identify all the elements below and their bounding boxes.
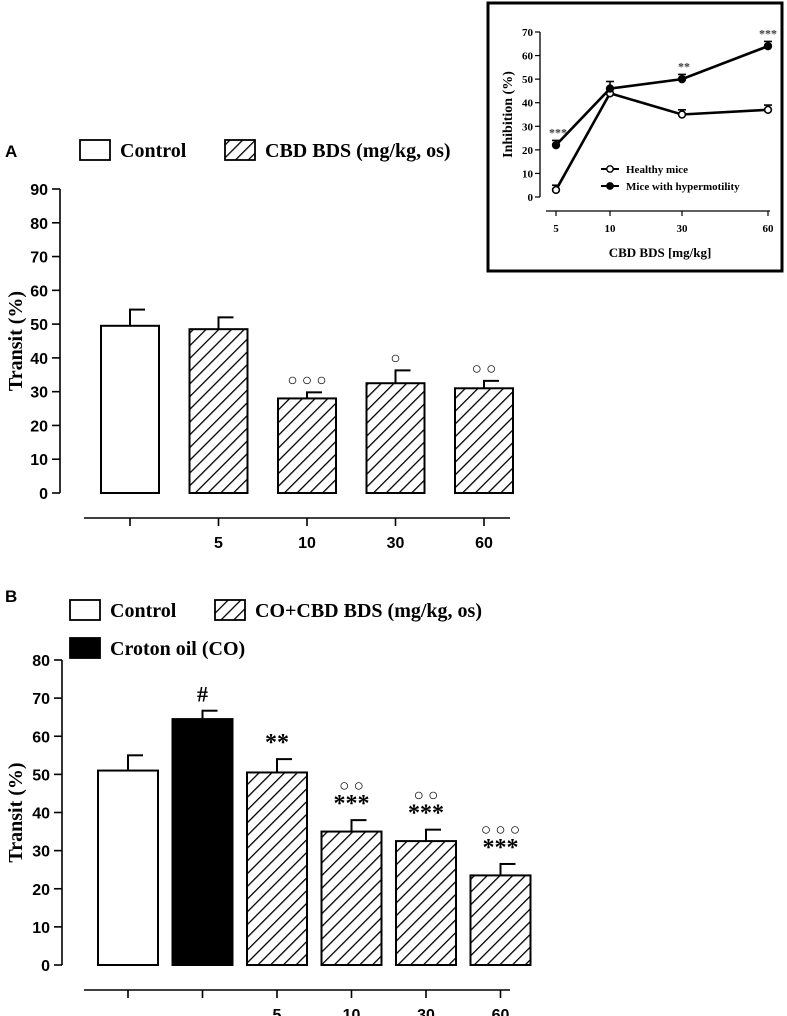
y-tick-label: 80 [30,216,48,233]
data-point [551,185,561,195]
inset-y-tick-label: 10 [522,168,534,180]
y-tick-label: 20 [32,882,50,899]
y-tick-label: 50 [32,767,50,784]
legend-label: CO+CBD BDS (mg/kg, os) [255,600,482,622]
inset-y-axis-label: Inhibition (%) [501,71,516,158]
legend-swatch [214,599,246,621]
panel-label: A [5,142,17,161]
significance-marker: ** [265,730,289,756]
inset-frame [486,1,784,273]
inset-x-tick-label: 5 [553,223,559,235]
inset-legend-marker [606,165,614,173]
significance-circles: ○ ○ ○ [287,370,326,389]
bar [246,771,308,966]
y-axis-label: Transit (%) [5,291,27,391]
significance-circles: ○ ○ ○ [481,820,520,839]
series-line [555,44,769,147]
y-tick-label: 50 [30,317,48,334]
y-tick-label: 20 [30,418,48,435]
inset-x-axis-label: CBD BDS [mg/kg] [609,245,712,260]
significance-marker: *** [483,835,519,861]
legend-swatch [69,599,101,621]
legend-label: Croton oil (CO) [110,638,245,660]
inset-significance-marker: ** [678,59,690,73]
y-tick-label: 40 [30,351,48,368]
y-tick-label: 10 [32,920,50,937]
significance-circles: ○ ○ [414,786,439,805]
y-tick-label: 30 [30,385,48,402]
panel-a-bar-chart: A 0 10 20 30 40 50 60 70 80 90 Transit (%) 5 10 30 60 ○ … [5,139,514,552]
x-tick-label: 10 [343,1007,361,1016]
inset-legend-marker [606,182,614,190]
significance-circles: ○ ○ [472,359,497,378]
data-point [763,105,773,114]
y-tick-label: 60 [32,729,50,746]
bar [171,718,234,966]
data-point [551,140,561,150]
significance-circles: ○ [390,348,400,367]
y-tick-label: 90 [30,182,48,199]
inset-line-chart: 0 10 20 30 40 50 60 70 Inhibition (%) 5 10 30 60 CBD … [486,1,784,273]
inset-x-tick-label: 60 [763,223,775,235]
bar [395,840,457,966]
x-tick-label: 5 [214,535,223,552]
data-point [605,84,615,93]
bar [97,769,159,966]
x-tick-label: 5 [273,1007,282,1016]
legend-label: Control [120,140,187,162]
inset-y-tick-label: 40 [522,98,534,110]
y-tick-label: 30 [32,844,50,861]
inset-x-tick-label: 10 [605,223,617,235]
y-tick-label: 10 [30,452,48,469]
bar [100,324,160,494]
inset-y-tick-label: 20 [522,145,534,157]
inset-significance-marker: *** [759,26,777,40]
y-tick-label: 80 [32,653,50,670]
legend-label: CBD BDS (mg/kg, os) [265,140,451,162]
inset-y-tick-label: 50 [522,74,534,86]
x-tick-label: 60 [492,1007,510,1016]
data-point [763,41,773,51]
significance-marker: *** [408,801,444,827]
y-tick-label: 70 [30,250,48,267]
legend-swatch [79,139,111,161]
bar [454,387,514,494]
bar [188,328,249,494]
inset-y-tick-label: 70 [522,27,534,39]
inset-y-tick-label: 0 [528,192,534,204]
inset-x-tick-label: 30 [677,223,689,235]
x-tick-label: 30 [417,1007,435,1016]
series-line [554,91,769,191]
inset-legend-label: Healthy mice [626,164,688,176]
bar [320,830,383,966]
y-tick-label: 0 [39,486,48,503]
x-tick-label: 10 [298,535,316,552]
inset-legend-label: Mice with hypermotility [626,181,740,193]
inset-significance-marker: *** [549,125,567,139]
legend-label: Control [110,600,177,622]
significance-marker: # [197,682,208,707]
data-point [677,74,687,84]
legend-swatch [224,139,256,161]
inset-y-tick-label: 60 [522,51,534,63]
x-tick-label: 30 [387,535,405,552]
y-tick-label: 40 [32,806,50,823]
data-point [677,110,687,119]
bar [277,397,337,494]
y-axis-label: Transit (%) [5,762,27,862]
y-tick-label: 60 [30,283,48,300]
inset-y-tick-label: 30 [522,121,534,133]
panel-label: B [5,587,17,606]
significance-marker: *** [334,791,370,817]
bar [365,382,426,495]
significance-circles: ○ ○ [339,776,364,795]
legend-swatch [69,637,101,659]
y-tick-label: 70 [32,691,50,708]
bar [469,874,532,966]
x-tick-label: 60 [475,535,493,552]
y-tick-label: 0 [41,958,50,975]
